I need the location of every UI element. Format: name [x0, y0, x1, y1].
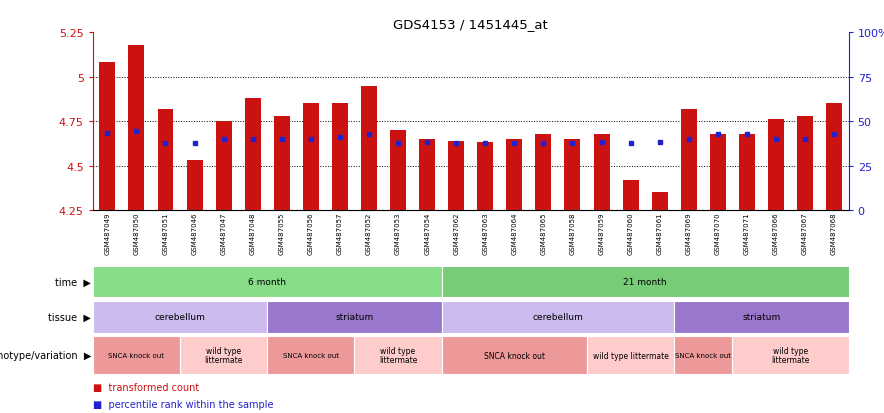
- Bar: [442, 337, 587, 374]
- Bar: [827, 104, 842, 211]
- Text: cerebellum: cerebellum: [155, 313, 205, 321]
- Bar: [216, 122, 232, 211]
- Text: wild type
littermate: wild type littermate: [379, 346, 417, 365]
- Bar: [674, 301, 849, 333]
- Text: cerebellum: cerebellum: [532, 313, 583, 321]
- Bar: [477, 143, 493, 211]
- Text: wild type
littermate: wild type littermate: [772, 346, 810, 365]
- Bar: [565, 140, 581, 211]
- Bar: [99, 63, 115, 211]
- Bar: [593, 134, 610, 211]
- Bar: [710, 134, 726, 211]
- Bar: [93, 266, 442, 298]
- Text: SNCA knock out: SNCA knock out: [283, 352, 339, 358]
- Bar: [245, 99, 261, 211]
- Bar: [536, 134, 552, 211]
- Text: striatum: striatum: [743, 313, 781, 321]
- Bar: [681, 109, 697, 211]
- Bar: [419, 140, 435, 211]
- Bar: [267, 301, 442, 333]
- Bar: [674, 337, 732, 374]
- Bar: [732, 337, 849, 374]
- Bar: [332, 104, 348, 211]
- Text: ■  percentile rank within the sample: ■ percentile rank within the sample: [93, 399, 273, 409]
- Bar: [180, 337, 267, 374]
- Bar: [587, 337, 674, 374]
- Text: wild type
littermate: wild type littermate: [204, 346, 243, 365]
- Text: 21 month: 21 month: [623, 278, 667, 286]
- Bar: [157, 109, 173, 211]
- Text: SNCA knock out: SNCA knock out: [675, 352, 731, 358]
- Text: tissue  ▶: tissue ▶: [49, 312, 91, 322]
- Bar: [187, 161, 202, 211]
- Text: striatum: striatum: [335, 313, 374, 321]
- Bar: [507, 140, 522, 211]
- Bar: [303, 104, 319, 211]
- Text: time  ▶: time ▶: [56, 277, 91, 287]
- Bar: [768, 120, 784, 211]
- Bar: [93, 337, 180, 374]
- Text: wild type littermate: wild type littermate: [592, 351, 668, 360]
- Bar: [739, 134, 755, 211]
- Bar: [390, 131, 406, 211]
- Text: SNCA knock out: SNCA knock out: [109, 352, 164, 358]
- Bar: [652, 193, 667, 211]
- Text: ■  transformed count: ■ transformed count: [93, 382, 199, 392]
- Bar: [354, 337, 442, 374]
- Bar: [448, 141, 464, 211]
- Bar: [622, 180, 638, 211]
- Bar: [361, 86, 377, 211]
- Bar: [797, 116, 813, 211]
- Bar: [442, 301, 674, 333]
- Text: genotype/variation  ▶: genotype/variation ▶: [0, 350, 91, 360]
- Title: GDS4153 / 1451445_at: GDS4153 / 1451445_at: [393, 17, 548, 31]
- Bar: [128, 45, 144, 211]
- Text: 6 month: 6 month: [248, 278, 286, 286]
- Bar: [267, 337, 354, 374]
- Bar: [442, 266, 849, 298]
- Bar: [274, 116, 290, 211]
- Bar: [93, 301, 267, 333]
- Text: SNCA knock out: SNCA knock out: [484, 351, 545, 360]
